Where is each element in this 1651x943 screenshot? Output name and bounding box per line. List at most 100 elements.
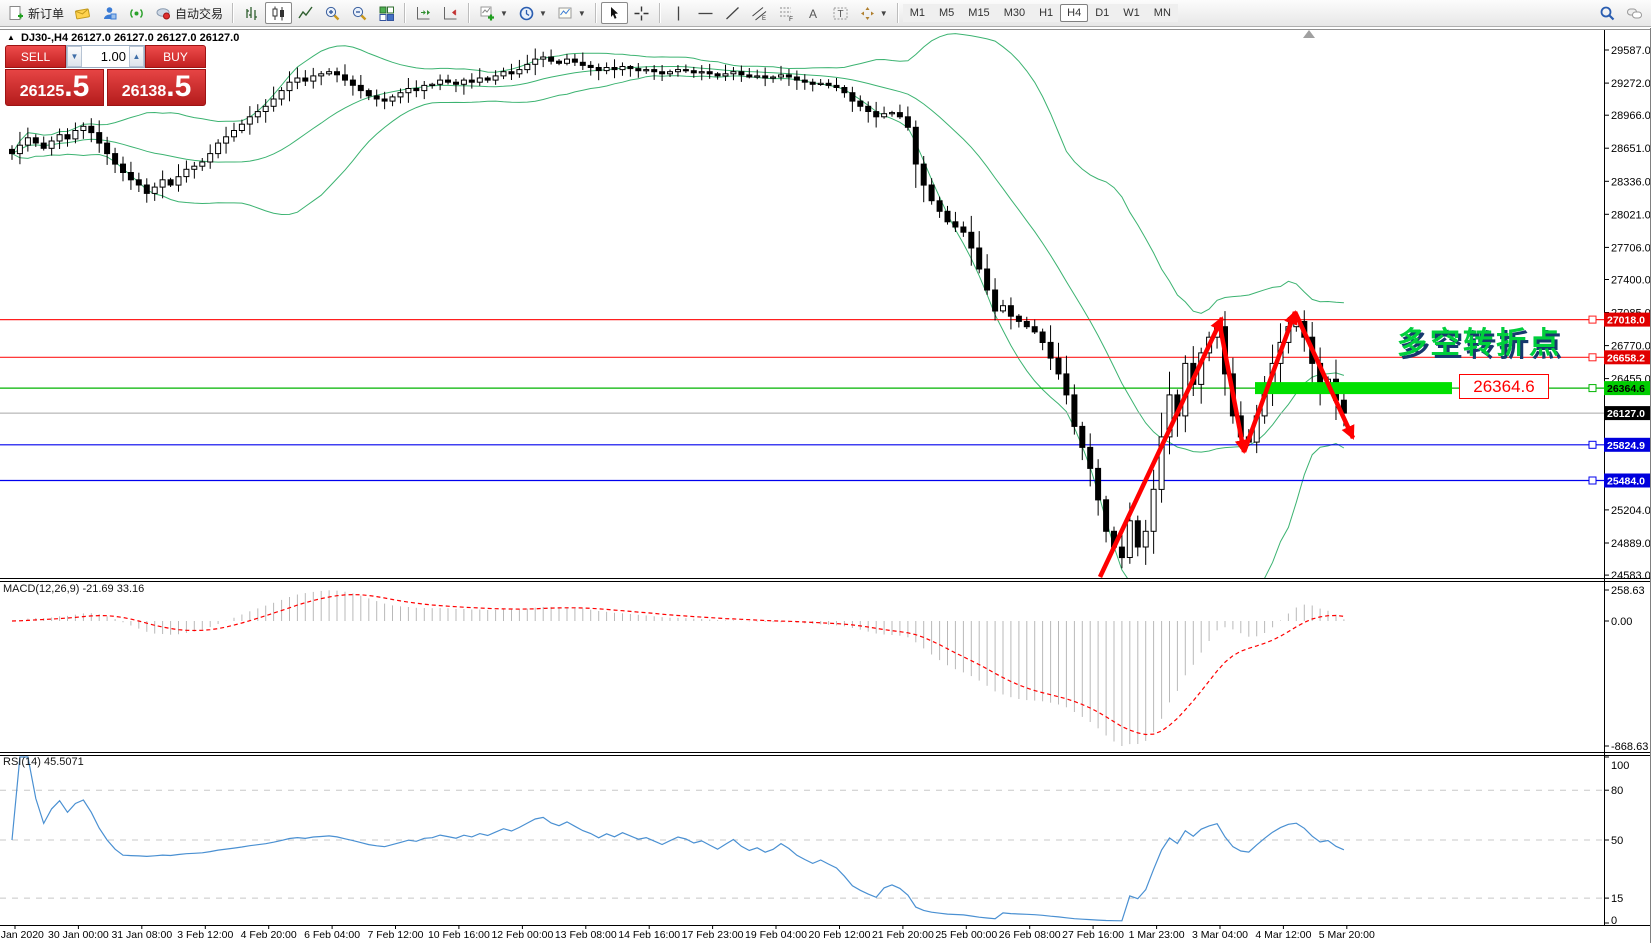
svg-text:26364.6: 26364.6 <box>1607 383 1645 395</box>
zoom-out-button[interactable] <box>346 2 373 24</box>
rsi-panel <box>0 756 1604 922</box>
main-price-panel[interactable] <box>0 33 1604 611</box>
symbol-ohlc: 26127.0 26127.0 26127.0 26127.0 <box>71 32 240 44</box>
turning-point-annotation[interactable]: 多空转折点 <box>1397 327 1562 360</box>
tf-d1-button[interactable]: D1 <box>1088 4 1117 22</box>
vertical-line-button[interactable] <box>665 2 692 24</box>
templates-button[interactable]: ▼ <box>552 2 591 24</box>
bar-chart-button[interactable] <box>238 2 265 24</box>
horizontal-line-icon <box>698 12 713 14</box>
auto-scroll-icon <box>444 6 457 19</box>
buy-price-button[interactable]: 26138.5 <box>107 69 206 106</box>
volume-down-button[interactable]: ▼ <box>67 46 82 67</box>
auto-trading-label: 自动交易 <box>175 6 224 21</box>
cursor-button[interactable] <box>600 2 628 24</box>
mail-button[interactable] <box>69 2 96 24</box>
svg-text:25 Feb 00:00: 25 Feb 00:00 <box>935 929 997 941</box>
symbol-name: DJ30-,H4 <box>20 32 69 44</box>
auto-trading-icon <box>156 7 171 19</box>
trend-arrows[interactable] <box>1097 310 1356 578</box>
tile-windows-button[interactable] <box>373 2 400 24</box>
svg-text:5 Mar 20:00: 5 Mar 20:00 <box>1319 929 1375 941</box>
new-order-button[interactable]: 新订单 <box>3 2 69 24</box>
svg-text:28966.0: 28966.0 <box>1611 110 1651 122</box>
tf-w1-button[interactable]: W1 <box>1116 4 1147 22</box>
svg-text:26770.0: 26770.0 <box>1611 341 1651 353</box>
equidistant-channel-icon: E <box>751 6 767 22</box>
svg-text:24889.0: 24889.0 <box>1611 538 1651 550</box>
dropdown-caret-icon: ▼ <box>577 8 586 18</box>
svg-text:29587.0: 29587.0 <box>1611 45 1651 57</box>
svg-text:100: 100 <box>1611 760 1629 772</box>
svg-text:26127.0: 26127.0 <box>1607 408 1645 420</box>
tf-h1-button[interactable]: H1 <box>1032 4 1061 22</box>
arrows-button[interactable]: ▼ <box>854 2 893 24</box>
sell-button[interactable]: SELL <box>5 45 66 68</box>
svg-text:15: 15 <box>1611 893 1623 905</box>
horizontal-line-button[interactable] <box>692 2 719 24</box>
volume-input[interactable] <box>82 46 129 67</box>
line-chart-button[interactable] <box>292 2 319 24</box>
svg-text:20 Feb 12:00: 20 Feb 12:00 <box>809 929 871 941</box>
buy-price-pips: .5 <box>166 70 192 103</box>
line-chart-icon <box>298 6 313 18</box>
fibonacci-icon: F <box>779 7 793 22</box>
svg-text:-868.63: -868.63 <box>1611 741 1648 753</box>
tf-m5-button[interactable]: M5 <box>932 4 962 22</box>
rsi-line <box>11 756 1345 922</box>
chat-button[interactable] <box>1621 2 1648 24</box>
buy-button[interactable]: BUY <box>145 45 206 68</box>
text-label-icon: T <box>833 7 848 20</box>
signal-button[interactable] <box>123 2 150 24</box>
zoom-in-button[interactable] <box>319 2 346 24</box>
svg-text:27706.0: 27706.0 <box>1611 242 1651 254</box>
symbol-marker-icon: ▲ <box>7 33 15 42</box>
zoom-in-icon <box>325 6 340 20</box>
auto-trading-button[interactable]: 自动交易 <box>150 2 228 24</box>
text-label-button[interactable]: T <box>827 2 854 24</box>
bollinger-upper-band <box>11 33 1344 314</box>
search-button[interactable] <box>1594 2 1621 24</box>
signal-icon <box>130 8 143 18</box>
svg-text:28336.0: 28336.0 <box>1611 176 1651 188</box>
svg-text:29272.0: 29272.0 <box>1611 78 1651 90</box>
svg-text:28021.0: 28021.0 <box>1611 209 1651 221</box>
tf-m30-button[interactable]: M30 <box>996 4 1033 22</box>
text-button[interactable]: A <box>800 2 827 24</box>
volume-up-button[interactable]: ▲ <box>129 46 144 67</box>
channel-button[interactable]: E <box>746 2 773 24</box>
fibonacci-button[interactable]: F <box>773 2 800 24</box>
trendline-button[interactable] <box>719 2 746 24</box>
auto-scroll-button[interactable] <box>437 2 464 24</box>
indicators-button[interactable]: ▼ <box>474 2 513 24</box>
sell-price-button[interactable]: 26125.5 <box>5 69 104 106</box>
highlight-trendline[interactable] <box>1255 382 1452 395</box>
svg-text:28651.0: 28651.0 <box>1611 143 1651 155</box>
tf-m1-button[interactable]: M1 <box>902 4 932 22</box>
svg-text:7 Feb 12:00: 7 Feb 12:00 <box>367 929 423 941</box>
toolbar-separator <box>658 3 661 23</box>
svg-text:25204.0: 25204.0 <box>1611 505 1651 517</box>
market-watch-button[interactable] <box>96 2 123 24</box>
tf-mn-button[interactable]: MN <box>1146 4 1178 22</box>
svg-text:13 Feb 08:00: 13 Feb 08:00 <box>555 929 617 941</box>
price-label-callout[interactable]: 26364.6 <box>1459 374 1549 399</box>
tf-h4-button[interactable]: H4 <box>1060 4 1089 22</box>
trendline-icon <box>725 6 739 19</box>
svg-text:30 Jan 00:00: 30 Jan 00:00 <box>48 929 109 941</box>
svg-text:50: 50 <box>1611 835 1623 847</box>
svg-text:0: 0 <box>1611 915 1617 927</box>
crosshair-button[interactable] <box>628 2 655 24</box>
toolbar: 新订单 自动交易 ▼ ▼ <box>0 0 1651 27</box>
vertical-line-icon <box>677 6 679 20</box>
text-icon: A <box>809 7 817 21</box>
chart-shift-button[interactable] <box>410 2 437 24</box>
svg-text:10 Feb 16:00: 10 Feb 16:00 <box>428 929 490 941</box>
candle-chart-button[interactable] <box>265 2 293 24</box>
svg-text:25484.0: 25484.0 <box>1607 476 1645 488</box>
price-axis[interactable]: 29587.0 29272.0 28966.0 28651.0 28336.0 28021… <box>1604 30 1651 927</box>
periods-button[interactable]: ▼ <box>513 2 552 24</box>
tf-m15-button[interactable]: M15 <box>961 4 997 22</box>
